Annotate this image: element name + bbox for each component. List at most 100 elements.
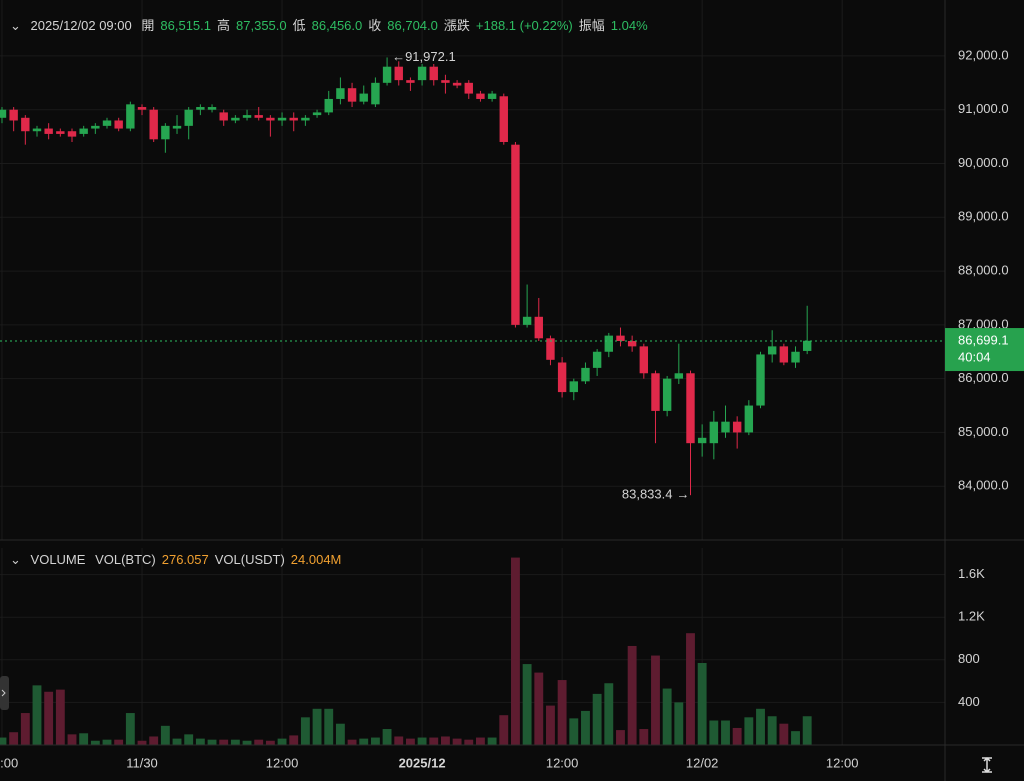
volume-bar bbox=[230, 739, 240, 745]
candle-body bbox=[511, 144, 520, 325]
volume-bar bbox=[522, 664, 532, 745]
annotation-arrow: → bbox=[676, 487, 689, 502]
volume-bar bbox=[557, 680, 567, 745]
volume-bar bbox=[534, 672, 544, 745]
candle-body bbox=[219, 112, 228, 121]
x-tick-label: 12:00 bbox=[0, 755, 18, 770]
candle-body bbox=[126, 104, 135, 129]
volume-bar bbox=[277, 738, 287, 745]
scale-icon[interactable] bbox=[982, 756, 992, 774]
candle-body bbox=[651, 373, 660, 411]
header-label: 振幅 bbox=[578, 18, 605, 33]
candle-body bbox=[172, 125, 182, 129]
header-value: 86,704.0 bbox=[387, 18, 438, 33]
candle-body bbox=[371, 82, 380, 105]
volume-bar bbox=[405, 738, 415, 745]
candle-body bbox=[359, 93, 368, 102]
chevron[interactable]: ⌄ bbox=[10, 18, 21, 33]
volume-bar bbox=[335, 723, 345, 745]
candle-body bbox=[114, 120, 123, 129]
candle-body bbox=[592, 351, 602, 368]
candle-body bbox=[91, 125, 100, 129]
candle-body bbox=[546, 338, 555, 360]
volume-bar bbox=[219, 739, 229, 745]
candle-body bbox=[336, 88, 345, 99]
volume-bar bbox=[102, 739, 112, 745]
candle-body bbox=[604, 335, 614, 352]
candle-body bbox=[102, 120, 112, 126]
chevron[interactable]: ⌄ bbox=[10, 552, 21, 567]
volume-bar bbox=[312, 708, 322, 745]
volume-title: VOLUME bbox=[30, 552, 86, 567]
volume-bar bbox=[732, 727, 742, 745]
candle-body bbox=[406, 80, 415, 83]
candle-body bbox=[452, 82, 462, 86]
candle-body bbox=[56, 131, 65, 134]
volume-bar bbox=[125, 713, 135, 745]
y-tick-label: 800 bbox=[958, 651, 980, 666]
y-tick-label: 90,000.0 bbox=[958, 155, 1009, 170]
volume-bar bbox=[546, 705, 555, 745]
volume-bar bbox=[254, 739, 264, 745]
volume-bar bbox=[581, 710, 590, 745]
candle-body bbox=[744, 405, 754, 433]
candle-body bbox=[79, 128, 88, 134]
candle-body bbox=[9, 109, 18, 121]
candle-body bbox=[709, 421, 719, 444]
candle-body bbox=[487, 93, 497, 99]
annotation: 83,833.4 bbox=[622, 487, 673, 502]
header-items: 開 86,515.1 高 87,355.0 低 86,456.0 收 86,704.0 漲跌 +1… bbox=[141, 18, 653, 33]
volume-bar bbox=[137, 740, 147, 745]
volume-label: VOL(BTC) bbox=[95, 552, 156, 567]
volume-bar bbox=[464, 739, 474, 745]
candle-body bbox=[184, 109, 193, 126]
y-tick-label: 86,000.0 bbox=[958, 370, 1009, 385]
header-value: 87,355.0 bbox=[236, 18, 287, 33]
volume-bar bbox=[429, 737, 439, 745]
volume-bar bbox=[662, 688, 672, 745]
y-tick-label: 400 bbox=[958, 694, 980, 709]
volume-bar bbox=[382, 729, 392, 745]
volume-header: ⌄ VOLUME VOL(BTC) 276.057 VOL(USDT) 24.004M bbox=[10, 552, 353, 568]
header-label: 漲跌 bbox=[443, 18, 470, 33]
header-datetime: 2025/12/02 09:00 bbox=[30, 18, 132, 33]
candle-body bbox=[557, 362, 567, 393]
volume-value: 276.057 bbox=[161, 552, 209, 567]
candle-body bbox=[324, 98, 333, 113]
candle-body bbox=[207, 107, 217, 110]
candle-body bbox=[44, 128, 53, 134]
candle-body bbox=[417, 66, 427, 81]
price-header: ⌄ 2025/12/02 09:00 開 86,515.1 高 87,355.0 低 86… bbox=[10, 15, 660, 34]
candle-body bbox=[289, 117, 298, 121]
volume-bar bbox=[791, 731, 800, 745]
volume-bar bbox=[207, 739, 217, 745]
volume-bar bbox=[184, 734, 194, 745]
candle-body bbox=[732, 421, 742, 433]
candle-body bbox=[266, 117, 275, 121]
candle-body bbox=[627, 340, 637, 347]
scale-icon-path bbox=[982, 756, 992, 774]
volume-bar bbox=[55, 689, 65, 745]
volume-bar bbox=[9, 732, 19, 745]
candle-body bbox=[312, 112, 322, 116]
candle-body bbox=[347, 88, 357, 102]
candle-body bbox=[756, 354, 765, 406]
y-tick-label: 1.6K bbox=[958, 566, 985, 581]
volume-bar bbox=[0, 737, 7, 745]
volume-value: 24.004M bbox=[290, 552, 342, 567]
candle-body bbox=[534, 316, 543, 339]
volume-bar bbox=[160, 725, 170, 745]
volume-bar bbox=[32, 685, 42, 745]
volume-bar bbox=[370, 737, 380, 745]
candle-body bbox=[662, 378, 672, 411]
volume-bar bbox=[20, 713, 30, 745]
y-tick-label: 1.2K bbox=[958, 609, 985, 624]
side-handle-icon bbox=[1, 689, 6, 697]
y-tick-label: 92,000.0 bbox=[958, 47, 1009, 62]
volume-bar bbox=[172, 738, 182, 745]
candle-body bbox=[382, 66, 392, 83]
candle-body bbox=[581, 367, 590, 382]
volume-bar bbox=[721, 720, 730, 745]
volume-bar bbox=[592, 693, 602, 745]
